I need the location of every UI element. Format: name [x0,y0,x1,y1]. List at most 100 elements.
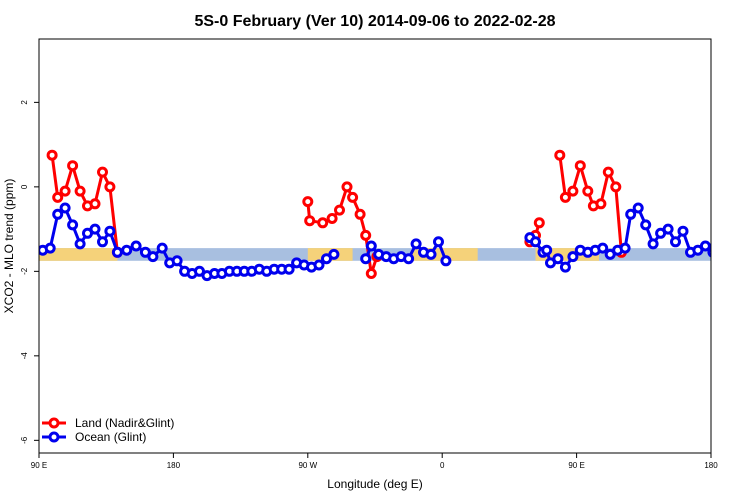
data-point [530,236,541,248]
data-point [44,242,56,254]
data-point [707,247,711,258]
y-tick-label: -2 [20,267,29,275]
data-point [595,198,607,210]
data-point [619,242,631,254]
data-point [554,149,566,161]
data-point [111,246,123,258]
data-point [699,240,711,252]
data-point [559,261,571,273]
data-point [341,181,353,193]
data-point [313,259,325,271]
data-point [640,219,652,231]
data-point [360,253,372,265]
data-point [171,255,183,267]
data-point [67,160,79,172]
data-point [89,198,101,210]
data-point [541,244,553,256]
x-tick-label: 0 [440,461,445,470]
data-point [632,202,644,214]
legend: Land (Nadir&Glint) Ocean (Glint) [42,416,174,444]
data-point [365,240,377,252]
series-layer [39,149,747,282]
data-point [403,253,415,265]
legend-marker-ocean [48,431,60,443]
data-point [625,208,637,220]
data-point [97,236,108,248]
data-point [360,229,372,241]
data-point [354,208,366,220]
data-point [662,223,674,235]
data-point [156,242,168,254]
data-point [130,240,142,252]
data-point [302,196,314,208]
data-point [410,238,422,250]
data-point [610,181,622,193]
x-tick-label: 180 [704,461,718,470]
data-point [104,225,116,237]
y-axis: -6 -4 -2 0 2 [20,100,39,444]
data-point [433,236,444,248]
data-point [677,225,689,237]
data-point [533,217,545,229]
data-point [194,265,205,277]
data-point [104,181,116,193]
x-tick-label: 90 E [31,461,47,470]
data-point [59,202,71,214]
data-point [567,185,579,197]
y-tick-label: 2 [20,100,29,105]
band-land [39,248,118,261]
x-tick-label: 90 W [298,461,317,470]
y-tick-label: -6 [20,436,29,444]
data-point [74,238,86,250]
data-point [67,219,79,231]
data-point [552,253,564,265]
data-point [602,166,614,178]
data-point [574,160,586,172]
data-point [283,263,295,275]
data-point [52,208,64,220]
x-tick-label: 90 E [568,461,584,470]
data-point [597,242,609,254]
data-point [304,215,316,227]
data-point [89,223,101,235]
legend-marker-land [48,417,60,429]
x-tick-label: 180 [167,461,181,470]
data-point [97,166,108,178]
data-point [59,185,71,197]
plot-frame [38,38,712,454]
data-point [724,244,732,252]
data-point [46,149,58,161]
data-point [74,185,86,197]
data-point [147,251,159,263]
legend-label-land: Land (Nadir&Glint) [75,416,174,430]
data-point [647,238,659,250]
legend-label-ocean: Ocean (Glint) [75,430,146,444]
data-point [317,217,329,229]
data-point [731,259,739,267]
data-point [440,255,452,267]
data-point [365,268,377,279]
series-0 [46,149,627,279]
data-point [739,257,747,265]
data-point [334,204,345,216]
data-point [716,253,724,261]
data-point [52,191,64,203]
data-point [670,236,681,248]
y-tick-label: 0 [20,184,29,189]
data-point [139,246,151,258]
data-point [347,191,359,203]
y-axis-label: XCO2 - MLO trend (ppm) [2,179,16,314]
data-point [425,248,437,260]
data-point [582,185,594,197]
data-point [326,213,338,224]
data-point [559,191,571,203]
data-point [121,244,133,256]
data-point [567,251,579,263]
y-tick-label: -4 [20,352,29,360]
data-point [328,248,340,260]
x-axis: 90 E 180 90 W 0 90 E 180 [31,453,718,470]
series-1 [39,202,747,282]
x-axis-label: Longitude (deg E) [327,477,422,491]
chart-title: 5S-0 February (Ver 10) 2014-09-06 to 202… [194,13,555,30]
